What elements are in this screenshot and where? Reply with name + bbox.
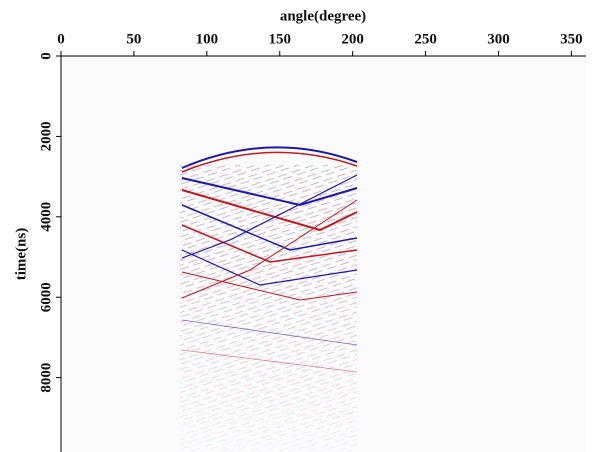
y-axis-title: time(ns) [13, 228, 29, 281]
x-axis-title: angle(degree) [280, 8, 366, 24]
x-tick-label: 200 [341, 31, 364, 47]
x-tick-label: 50 [126, 31, 141, 47]
y-tick-label: 2000 [38, 121, 54, 151]
y-tick-label: 6000 [38, 282, 54, 312]
y-tick-label: 8000 [38, 363, 54, 393]
x-tick-label: 350 [560, 31, 583, 47]
x-tick-label: 300 [487, 31, 510, 47]
wavefield [180, 146, 358, 452]
x-tick-label: 0 [57, 31, 65, 47]
y-tick-label: 0 [38, 52, 54, 60]
x-tick-label: 100 [196, 31, 219, 47]
x-tick-label: 150 [269, 31, 292, 47]
y-tick-label: 4000 [38, 202, 54, 232]
x-tick-label: 250 [414, 31, 437, 47]
